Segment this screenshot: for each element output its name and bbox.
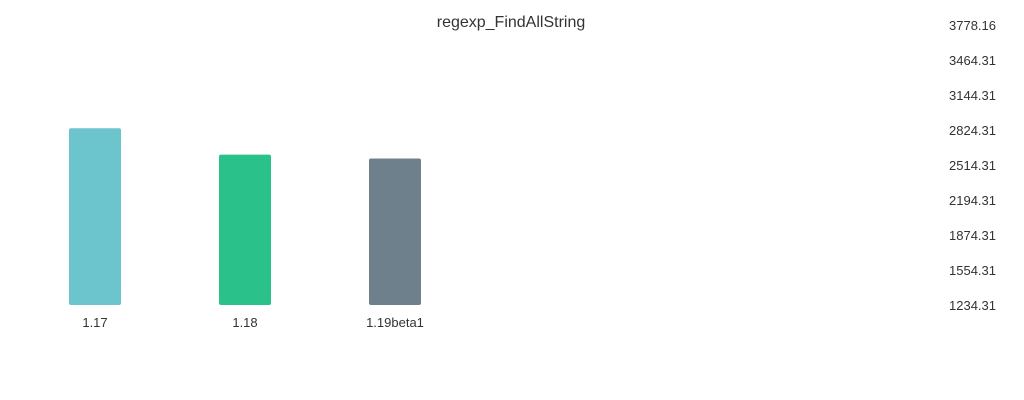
y-tick-label: 1554.31 bbox=[949, 263, 996, 278]
bars-group bbox=[69, 128, 421, 305]
category-labels: 1.17 1.18 1.19beta1 bbox=[82, 315, 424, 330]
bar-1.17 bbox=[69, 128, 121, 305]
category-label: 1.18 bbox=[232, 315, 257, 330]
chart-title: regexp_FindAllString bbox=[437, 14, 586, 31]
y-tick-label: 3464.31 bbox=[949, 53, 996, 68]
y-tick-label: 2514.31 bbox=[949, 158, 996, 173]
bar-1.18 bbox=[219, 154, 271, 305]
category-label: 1.19beta1 bbox=[366, 315, 424, 330]
y-axis-ticks: 3778.16 3464.31 3144.31 2824.31 2514.31 2194.… bbox=[949, 18, 996, 313]
y-tick-label: 1234.31 bbox=[949, 298, 996, 313]
bar-1.19beta1 bbox=[369, 158, 421, 305]
y-tick-label: 2194.31 bbox=[949, 193, 996, 208]
category-label: 1.17 bbox=[82, 315, 107, 330]
y-tick-label: 3144.31 bbox=[949, 88, 996, 103]
y-tick-label: 2824.31 bbox=[949, 123, 996, 138]
y-tick-label: 1874.31 bbox=[949, 228, 996, 243]
y-tick-label: 3778.16 bbox=[949, 18, 996, 33]
